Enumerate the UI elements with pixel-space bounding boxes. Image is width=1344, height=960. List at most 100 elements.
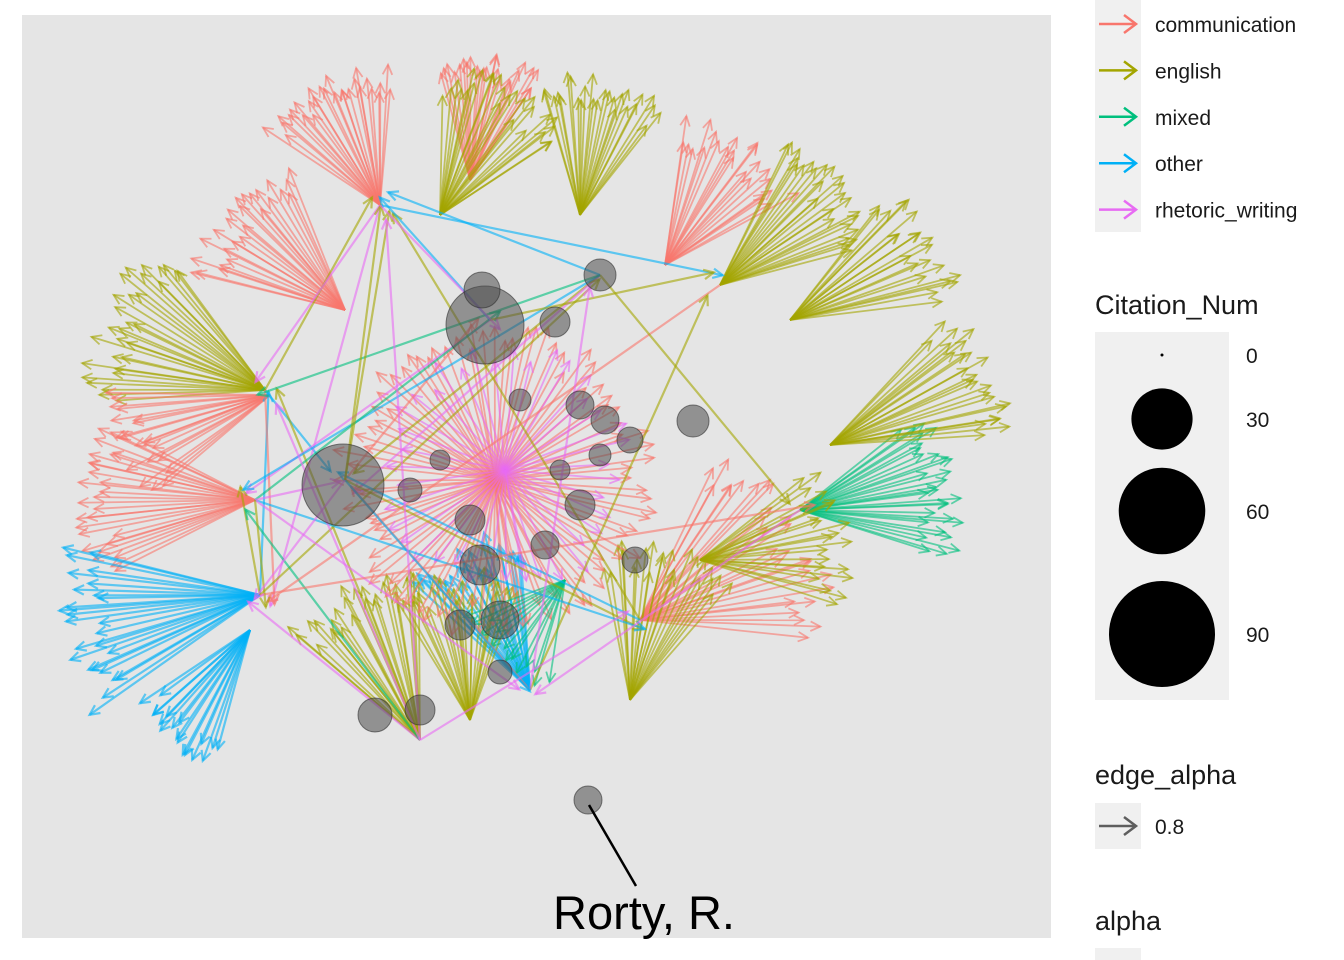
edge xyxy=(410,393,506,471)
edge xyxy=(127,293,266,391)
edge xyxy=(86,565,261,597)
edge xyxy=(344,479,532,694)
edge xyxy=(799,509,954,542)
color-legend-item: english xyxy=(1099,60,1222,83)
edge xyxy=(234,196,346,311)
edge xyxy=(719,162,798,286)
edge xyxy=(789,243,934,321)
edge xyxy=(323,86,381,206)
edge xyxy=(85,499,256,523)
edge xyxy=(629,592,715,701)
edge xyxy=(170,629,251,730)
edge xyxy=(799,498,950,511)
edge xyxy=(699,519,851,561)
edge xyxy=(87,468,256,501)
edge xyxy=(639,466,714,621)
edge xyxy=(254,499,522,691)
edge xyxy=(533,509,801,696)
edge xyxy=(307,99,381,206)
edge xyxy=(719,166,818,286)
edge xyxy=(401,598,471,721)
edge xyxy=(139,272,266,391)
size-legend-item: 0 xyxy=(1160,345,1258,368)
size-legend-circle xyxy=(1131,388,1193,450)
edge xyxy=(439,89,519,216)
edge xyxy=(699,532,834,561)
edge xyxy=(315,643,421,741)
edge xyxy=(108,431,256,501)
edge xyxy=(379,87,395,206)
node xyxy=(459,544,501,586)
edge xyxy=(88,549,261,597)
edge xyxy=(699,486,813,561)
edge xyxy=(238,235,346,311)
edge xyxy=(664,146,696,266)
edge xyxy=(261,126,381,206)
edge xyxy=(799,509,962,554)
edge xyxy=(443,62,471,181)
edge xyxy=(255,273,601,398)
edge xyxy=(829,351,973,446)
edge xyxy=(719,207,835,286)
edge xyxy=(218,263,346,311)
edge xyxy=(98,477,256,501)
edge xyxy=(799,468,953,511)
edge xyxy=(94,593,261,637)
node xyxy=(588,443,612,467)
edge xyxy=(222,247,346,311)
edge xyxy=(629,573,722,701)
node xyxy=(590,405,620,435)
edge xyxy=(92,491,256,503)
color-legend-item: other xyxy=(1099,153,1203,176)
color-legend-label: other xyxy=(1155,153,1203,176)
edge xyxy=(366,86,381,206)
node xyxy=(508,388,532,412)
edge xyxy=(439,140,554,216)
edge xyxy=(504,359,571,471)
edge xyxy=(699,544,829,561)
edge xyxy=(639,483,732,621)
edge xyxy=(829,394,997,446)
edge xyxy=(254,188,346,311)
edge xyxy=(373,419,496,481)
size-legend-label: 30 xyxy=(1246,409,1269,432)
edge xyxy=(719,160,815,286)
node xyxy=(480,600,520,640)
node xyxy=(530,530,560,560)
edge xyxy=(829,421,1012,446)
edge xyxy=(719,181,846,286)
edge xyxy=(164,629,251,719)
edge xyxy=(356,85,381,206)
edge xyxy=(639,607,801,621)
edge-alpha-legend: edge_alpha 0.8 xyxy=(1095,760,1237,849)
edge xyxy=(699,553,831,565)
edge xyxy=(142,394,271,444)
edge xyxy=(439,86,456,216)
edge xyxy=(799,509,931,528)
node xyxy=(539,306,571,338)
edge xyxy=(248,191,346,311)
edge xyxy=(719,163,805,286)
color-legend-label: mixed xyxy=(1155,107,1211,130)
node xyxy=(487,659,513,685)
edge xyxy=(789,258,932,321)
edge xyxy=(439,105,536,216)
edge xyxy=(80,358,266,391)
edge xyxy=(829,430,987,446)
edge xyxy=(274,401,422,741)
edge xyxy=(699,471,823,561)
edge xyxy=(789,198,911,321)
edge xyxy=(174,629,251,742)
edge xyxy=(125,340,266,391)
edge xyxy=(829,339,933,446)
color-legend-label: communication xyxy=(1155,14,1296,37)
edge xyxy=(151,629,251,717)
size-legend-label: 60 xyxy=(1246,501,1269,524)
edge xyxy=(111,450,256,501)
edge xyxy=(436,479,496,619)
edge xyxy=(98,486,256,501)
edge xyxy=(100,594,261,700)
edge xyxy=(525,579,566,669)
edge xyxy=(92,499,256,514)
edge xyxy=(132,323,266,391)
